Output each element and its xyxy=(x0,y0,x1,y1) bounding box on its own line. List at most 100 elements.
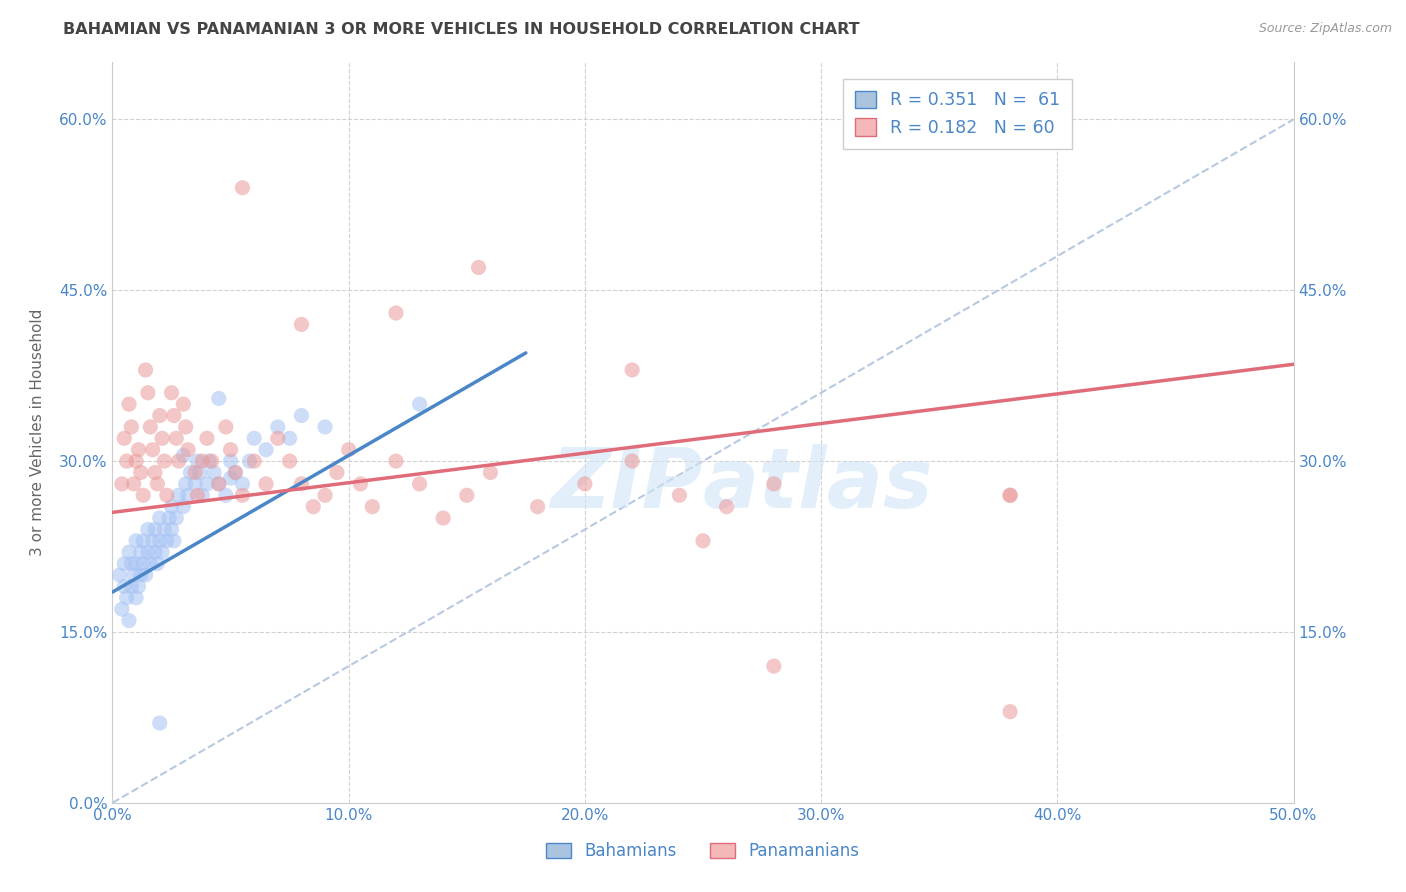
Point xyxy=(302,500,325,514)
Point xyxy=(337,442,360,457)
Point xyxy=(136,385,159,400)
Point xyxy=(314,488,336,502)
Point xyxy=(172,397,194,411)
Point xyxy=(326,466,349,480)
Point xyxy=(172,449,194,463)
Point xyxy=(191,454,214,468)
Point xyxy=(191,488,214,502)
Point xyxy=(129,568,152,582)
Point xyxy=(139,557,162,571)
Point xyxy=(716,500,738,514)
Point xyxy=(115,454,138,468)
Point xyxy=(385,454,408,468)
Point xyxy=(349,476,371,491)
Point xyxy=(142,442,165,457)
Point xyxy=(195,476,218,491)
Point xyxy=(186,454,208,468)
Point xyxy=(163,533,186,548)
Point xyxy=(314,420,336,434)
Point xyxy=(385,306,408,320)
Point xyxy=(150,431,173,445)
Point xyxy=(139,420,162,434)
Point xyxy=(692,533,714,548)
Point xyxy=(125,591,148,605)
Point xyxy=(160,500,183,514)
Point xyxy=(149,409,172,423)
Point xyxy=(149,511,172,525)
Point xyxy=(125,557,148,571)
Point xyxy=(111,602,134,616)
Point xyxy=(998,488,1021,502)
Point xyxy=(135,363,157,377)
Point xyxy=(668,488,690,502)
Point xyxy=(142,533,165,548)
Point xyxy=(167,454,190,468)
Point xyxy=(174,476,197,491)
Point xyxy=(208,476,231,491)
Point xyxy=(231,476,253,491)
Point xyxy=(177,442,200,457)
Legend: Bahamians, Panamanians: Bahamians, Panamanians xyxy=(538,834,868,869)
Point xyxy=(153,523,176,537)
Text: atlas: atlas xyxy=(703,444,934,525)
Point xyxy=(186,488,208,502)
Point xyxy=(278,454,301,468)
Point xyxy=(215,488,238,502)
Text: Source: ZipAtlas.com: Source: ZipAtlas.com xyxy=(1258,22,1392,36)
Point xyxy=(278,431,301,445)
Point xyxy=(167,488,190,502)
Point xyxy=(215,420,238,434)
Point xyxy=(153,454,176,468)
Point xyxy=(143,466,166,480)
Point xyxy=(160,523,183,537)
Point xyxy=(156,488,179,502)
Point xyxy=(290,409,312,423)
Point xyxy=(118,614,141,628)
Point xyxy=(432,511,454,525)
Point xyxy=(219,471,242,485)
Y-axis label: 3 or more Vehicles in Household: 3 or more Vehicles in Household xyxy=(31,309,45,557)
Point xyxy=(120,579,142,593)
Point xyxy=(198,454,221,468)
Point xyxy=(143,545,166,559)
Point xyxy=(621,454,644,468)
Point xyxy=(231,180,253,194)
Text: BAHAMIAN VS PANAMANIAN 3 OR MORE VEHICLES IN HOUSEHOLD CORRELATION CHART: BAHAMIAN VS PANAMANIAN 3 OR MORE VEHICLE… xyxy=(63,22,860,37)
Point xyxy=(132,488,155,502)
Point xyxy=(290,318,312,332)
Point xyxy=(129,545,152,559)
Point xyxy=(184,476,207,491)
Point xyxy=(361,500,384,514)
Point xyxy=(243,431,266,445)
Point xyxy=(224,466,246,480)
Point xyxy=(112,431,135,445)
Point xyxy=(188,466,211,480)
Point xyxy=(219,454,242,468)
Point xyxy=(177,488,200,502)
Point xyxy=(136,523,159,537)
Point xyxy=(998,488,1021,502)
Point xyxy=(111,476,134,491)
Point xyxy=(456,488,478,502)
Point xyxy=(163,409,186,423)
Point xyxy=(143,523,166,537)
Point xyxy=(122,476,145,491)
Point xyxy=(172,500,194,514)
Point xyxy=(108,568,131,582)
Point xyxy=(202,466,225,480)
Point xyxy=(195,431,218,445)
Point xyxy=(224,466,246,480)
Point xyxy=(762,659,785,673)
Point xyxy=(219,442,242,457)
Text: ZIP: ZIP xyxy=(550,444,703,525)
Point xyxy=(184,466,207,480)
Point xyxy=(125,533,148,548)
Point xyxy=(621,363,644,377)
Point xyxy=(136,545,159,559)
Point xyxy=(998,705,1021,719)
Point xyxy=(526,500,548,514)
Point xyxy=(157,511,180,525)
Point xyxy=(127,579,149,593)
Point xyxy=(132,533,155,548)
Point xyxy=(150,545,173,559)
